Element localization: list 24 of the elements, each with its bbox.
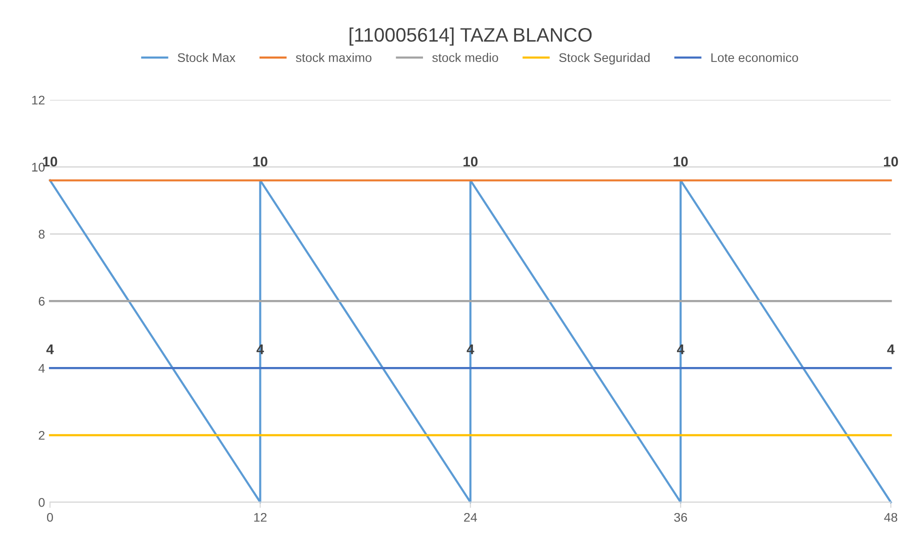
legend-label: Stock Seguridad	[559, 52, 650, 65]
y-tick-label: 12	[32, 96, 45, 104]
legend-label: stock maximo	[296, 52, 372, 62]
y-tick-label: 8	[38, 230, 45, 239]
x-tick-label: 36	[674, 512, 688, 522]
y-tick-label: 6	[38, 296, 45, 306]
x-tick-label: 48	[884, 512, 898, 522]
y-tick-label: 0	[38, 498, 45, 507]
y-tick-label: 10	[32, 162, 45, 172]
data-label: 4	[46, 344, 54, 354]
y-tick-label: 4	[38, 364, 45, 373]
legend-label: stock medio	[432, 52, 498, 62]
data-label: 10	[464, 156, 478, 167]
y-tick-label: 2	[38, 430, 45, 440]
x-tick-label: 0	[47, 512, 53, 522]
data-label: 10	[674, 156, 688, 167]
data-label: 10	[253, 156, 268, 167]
chart-title: [110005614] TAZA BLANCO	[350, 27, 592, 46]
legend-label: Lote economico	[711, 52, 798, 62]
data-label: 4	[887, 344, 895, 354]
x-tick-label: 24	[464, 512, 477, 522]
data-label: 10	[884, 156, 898, 167]
x-tick-label: 12	[254, 512, 267, 522]
legend-label: Stock Max	[178, 52, 236, 62]
